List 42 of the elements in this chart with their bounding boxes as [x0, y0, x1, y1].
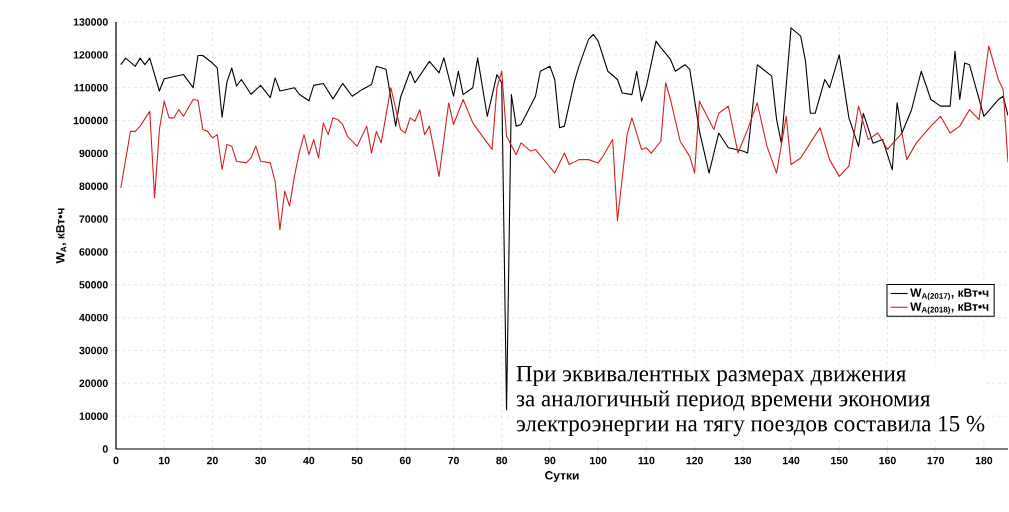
annotation: электроэнергии на тягу поездов составила 15 %: [516, 415, 985, 437]
x-tick-label: 70: [448, 456, 459, 465]
y-tick-label: 50000: [79, 281, 108, 289]
y-tick-label: 60000: [79, 248, 108, 256]
y-tick-label: 20000: [79, 379, 108, 388]
y-tick-label: 80000: [79, 182, 108, 190]
x-tick-label: 90: [544, 456, 556, 465]
x-tick-label: 40: [303, 456, 315, 465]
x-tick-label: 130: [734, 456, 752, 465]
y-tick-label: 110000: [74, 83, 108, 92]
x-tick-label: 50: [351, 456, 363, 465]
y-tick-label: 10000: [79, 412, 108, 420]
y-tick-label: 0: [102, 445, 108, 453]
x-tick-label: 140: [782, 456, 800, 465]
y-tick-label: 40000: [79, 313, 108, 322]
x-tick-label: 10: [159, 456, 170, 465]
x-axis-title: Сутки: [545, 471, 579, 482]
x-tick-label: 80: [496, 456, 508, 465]
y-axis-title: W$_{A}$, кВт•ч: [56, 208, 67, 264]
annotation: При эквивалентных размерах движения: [516, 366, 906, 387]
x-tick-label: 30: [255, 456, 267, 465]
legend-label: W$_{A(2018)}$, кВт•ч: [910, 302, 989, 315]
x-tick-label: 60: [399, 456, 411, 465]
y-tick-label: 120000: [73, 51, 108, 59]
legend-label: W$_{A(2017)}$, кВт•ч: [910, 288, 989, 301]
line-series: [120, 27, 1009, 411]
x-tick-label: 100: [590, 456, 607, 465]
x-tick-label: 120: [686, 456, 703, 465]
annotation: за аналогичный период времени экономия: [516, 390, 931, 412]
y-tick-label: 100000: [73, 116, 108, 125]
x-tick-label: 0: [113, 456, 119, 465]
x-tick-label: 160: [879, 456, 896, 465]
y-tick-label: 70000: [79, 215, 108, 223]
x-tick-label: 150: [831, 456, 848, 465]
y-tick-label: 30000: [79, 346, 108, 355]
x-tick-label: 20: [206, 456, 218, 465]
x-tick-label: 170: [927, 456, 945, 465]
line-series: [120, 45, 1009, 231]
x-tick-label: 110: [638, 456, 655, 465]
x-tick-label: 180: [975, 456, 993, 465]
y-tick-label: 130000: [73, 18, 108, 26]
y-tick-label: 90000: [79, 149, 108, 158]
